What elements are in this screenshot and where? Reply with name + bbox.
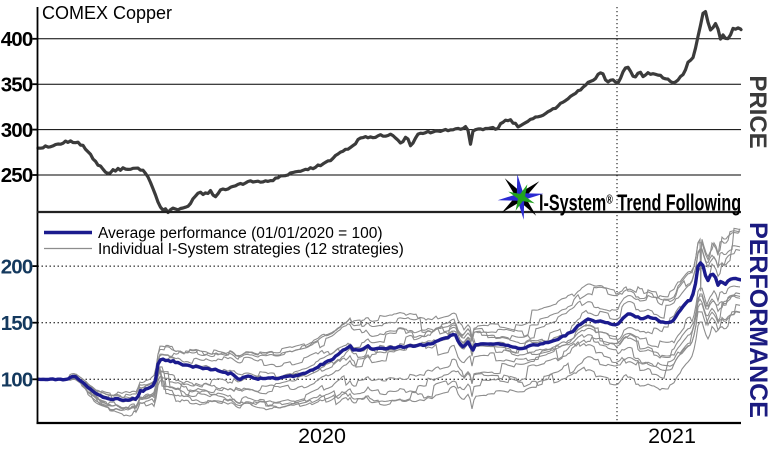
svg-text:100: 100 [1,369,33,392]
svg-text:Individual I-System strategies: Individual I-System strategies (12 strat… [98,241,404,258]
svg-text:400: 400 [1,28,33,51]
svg-text:I-System® Trend Following: I-System® Trend Following [539,191,741,217]
svg-text:200: 200 [1,255,33,278]
svg-text:250: 250 [1,164,33,187]
svg-text:350: 350 [1,73,33,96]
svg-text:COMEX Copper: COMEX Copper [42,3,172,23]
svg-text:2021: 2021 [648,424,696,446]
svg-text:300: 300 [1,119,33,142]
svg-text:PERFORMANCE: PERFORMANCE [744,222,771,418]
svg-text:2020: 2020 [298,424,346,446]
svg-text:PRICE: PRICE [744,75,771,148]
svg-text:Average performance (01/01/202: Average performance (01/01/2020 = 100) [98,225,383,242]
svg-text:150: 150 [1,312,33,335]
